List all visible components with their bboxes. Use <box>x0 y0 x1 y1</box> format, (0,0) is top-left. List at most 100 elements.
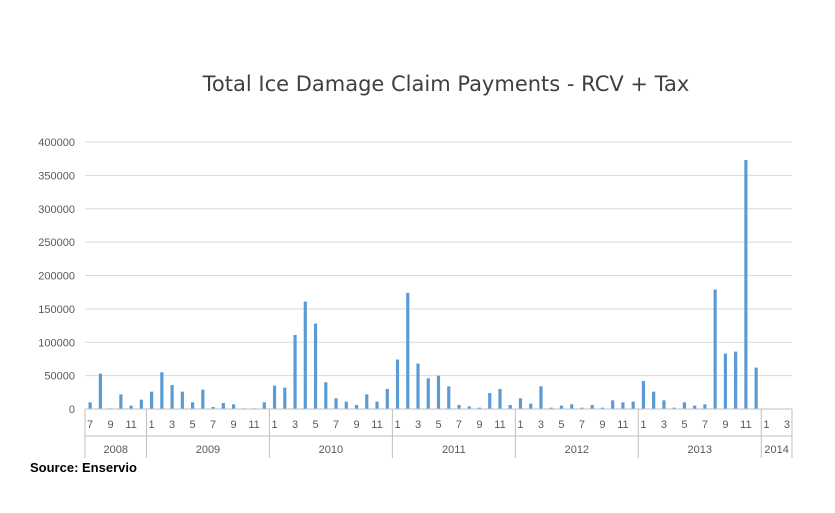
y-tick-label: 0 <box>69 404 75 416</box>
y-tick-label: 150000 <box>38 304 75 316</box>
bar <box>447 386 451 409</box>
year-label: 2013 <box>688 444 712 456</box>
x-tick-label: 9 <box>231 419 237 431</box>
bar <box>416 363 420 409</box>
x-tick-label: 9 <box>476 419 482 431</box>
x-tick-label: 1 <box>149 419 155 431</box>
year-label: 2008 <box>103 444 127 456</box>
y-axis: 0 50000 100000 150000 200000 250000 300000 3500… <box>38 137 75 416</box>
bar <box>190 402 195 409</box>
x-tick-label: 11 <box>371 419 382 431</box>
bar <box>662 400 666 409</box>
x-tick-label: 3 <box>661 419 667 431</box>
y-tick-label: 250000 <box>38 237 75 249</box>
x-tick-label: 5 <box>558 419 564 431</box>
bar <box>334 398 338 409</box>
y-tick-label: 50000 <box>44 371 75 383</box>
bar <box>508 404 512 409</box>
x-tick-label: 7 <box>87 419 93 431</box>
bar <box>150 391 154 409</box>
x-tick-label: 11 <box>494 419 505 431</box>
bar <box>303 301 307 409</box>
year-label: 2011 <box>442 444 466 456</box>
bar <box>98 373 102 409</box>
bar <box>682 402 687 409</box>
bar <box>88 402 92 409</box>
x-tick-label: 9 <box>108 419 114 431</box>
x-tick-label: 3 <box>292 419 298 431</box>
y-tick-label: 100000 <box>38 337 75 349</box>
x-tick-label: 1 <box>640 419 646 431</box>
bar <box>518 398 523 409</box>
x-tick-label: 5 <box>435 419 441 431</box>
bar <box>693 405 697 409</box>
year-label: 2010 <box>319 444 343 456</box>
bar <box>283 387 287 409</box>
x-tick-label: 7 <box>210 419 216 431</box>
bar <box>436 375 441 409</box>
source-note: Source: Enservio <box>30 460 137 475</box>
bar <box>477 407 482 409</box>
x-tick-label: 11 <box>248 419 259 431</box>
bar <box>600 407 605 409</box>
y-tick-label: 400000 <box>38 137 75 149</box>
bar <box>529 403 533 409</box>
bar <box>344 401 348 409</box>
bar <box>139 399 143 409</box>
bar <box>231 404 236 409</box>
bar <box>570 404 574 409</box>
bar <box>621 402 625 409</box>
bar <box>754 367 758 409</box>
bar <box>559 405 564 409</box>
bar <box>631 401 635 409</box>
bar <box>160 372 164 409</box>
bar <box>262 402 266 409</box>
bar <box>498 388 502 409</box>
bar <box>703 404 707 409</box>
x-tick-label: 7 <box>333 419 339 431</box>
bar <box>129 405 133 409</box>
x-tick-label: 1 <box>517 419 523 431</box>
bar <box>406 292 410 409</box>
x-tick-label: 1 <box>394 419 400 431</box>
bar <box>652 391 656 409</box>
bar <box>170 384 174 409</box>
x-tick-label: 7 <box>456 419 462 431</box>
x-tick-label: 9 <box>599 419 605 431</box>
bar <box>713 289 717 409</box>
x-tick-label: 11 <box>617 419 628 431</box>
bar <box>211 406 215 409</box>
bar <box>723 353 727 409</box>
bar <box>488 392 492 409</box>
bar <box>395 359 400 409</box>
x-tick-label: 11 <box>125 419 136 431</box>
x-tick-label: 3 <box>169 419 175 431</box>
x-tick-label: 3 <box>784 419 790 431</box>
x-tick-label: 5 <box>312 419 318 431</box>
x-tick-label: 11 <box>740 419 751 431</box>
x-tick-label: 1 <box>763 419 769 431</box>
bar <box>734 351 738 409</box>
y-tick-label: 200000 <box>38 271 75 283</box>
bar <box>611 400 615 409</box>
bar <box>549 407 553 409</box>
x-tick-label: 5 <box>681 419 687 431</box>
bars <box>88 160 758 409</box>
bar <box>744 160 748 409</box>
bar <box>672 407 676 409</box>
bar <box>201 389 205 409</box>
bar <box>426 378 430 409</box>
year-label: 2014 <box>764 444 788 456</box>
bar <box>324 382 328 409</box>
bar <box>221 402 225 409</box>
x-tick-label: 5 <box>190 419 196 431</box>
x-tick-label: 1 <box>271 419 277 431</box>
bar <box>313 323 318 409</box>
bar <box>272 385 277 409</box>
year-label: 2012 <box>565 444 589 456</box>
bar <box>365 394 369 409</box>
chart-title: Total Ice Damage Claim Payments - RCV + … <box>202 72 690 96</box>
x-tick-label: 7 <box>579 419 585 431</box>
x-tick-label: 7 <box>702 419 708 431</box>
